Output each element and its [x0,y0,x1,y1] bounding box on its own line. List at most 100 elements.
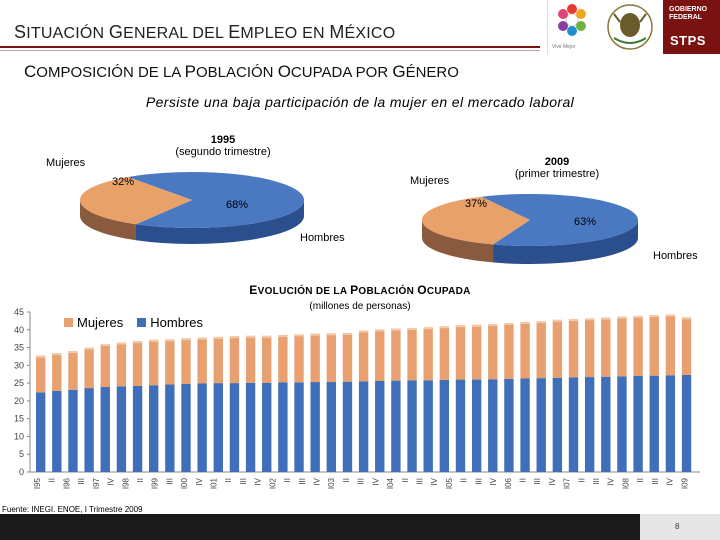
bar-hombres [681,374,692,472]
x-tick-label: III [239,478,248,485]
bar-hombres [36,392,46,472]
bar-hombres [213,383,223,472]
bar-hombres [439,379,450,472]
bar-hombres [68,389,78,472]
bar-hombres [197,383,207,472]
bar-mujeres [342,332,353,382]
bar-hombres [455,379,466,472]
bar-mujeres [391,328,401,381]
pie-2009 [421,194,638,264]
title-part: ÉXICO [344,25,396,42]
bar-mujeres [36,355,46,393]
bar-hombres [100,387,110,472]
bar-mujeres [358,330,369,382]
x-tick-label: I02 [268,477,277,489]
y-tick-label: 20 [14,396,24,406]
mexico-seal-logo [600,0,660,54]
bar-hombres [229,383,240,472]
y-tick-label: 5 [19,449,24,459]
x-tick-label: I08 [621,477,630,489]
pie-1995-hombres-pct: 68% [226,199,249,211]
bar-mujeres [649,315,659,376]
x-tick-label: III [165,478,174,485]
x-tick-label: I06 [504,477,513,489]
page-number: 8 [675,522,680,531]
bar-mujeres [149,339,159,386]
bar-top-highlight [116,342,127,345]
bar-hombres [375,380,385,472]
bar-top-highlight [407,328,417,330]
bar-mujeres [536,321,546,379]
bar-mujeres [310,333,320,383]
bar-mujeres [504,323,514,379]
bar-hombres [552,377,563,472]
bar-mujeres [488,324,498,380]
bar-hombres [84,388,94,472]
bar-top-highlight [100,344,110,346]
title-part: S [14,22,27,42]
pie-1995-year: 1995 [210,134,236,146]
pie-1995-mujeres-side [80,200,136,241]
bar-top-highlight [584,318,595,321]
x-tick-label: II [283,478,292,482]
bar-mujeres [568,319,579,378]
legend-item-mujeres: Mujeres [64,315,123,330]
pie-1995-hombres-slice [128,172,304,229]
bar-top-highlight [52,353,62,356]
bar-mujeres [439,326,450,380]
pie-1995-hombres-label: Hombres [300,232,345,244]
bar-mujeres [681,317,692,375]
bar-mujeres [552,319,563,378]
pie-2009-year: 2009 [544,156,570,168]
bar-top-highlight [278,335,288,338]
bar-mujeres [262,335,272,383]
bar-hombres [665,375,676,472]
x-tick-label: IV [548,477,557,485]
bar-hombres [245,382,256,472]
pie-2009-period: (primer trimestre) [514,168,600,180]
x-tick-label: III [592,478,601,485]
bar-hombres [488,379,498,472]
flower-logo-icon [558,4,586,36]
bar-top-highlight [326,333,336,336]
x-tick-label: IV [430,477,439,485]
bar-top-highlight [68,351,78,354]
section-subtitle: COMPOSICIÓN DE LA POBLACIÓN OCUPADA POR … [24,62,459,82]
bar-mujeres [116,342,127,387]
y-tick-label: 35 [14,343,24,353]
bar-mujeres [165,339,175,385]
bar-top-highlight [617,316,627,319]
bar-top-highlight [310,333,320,336]
section-title-part: P [350,283,359,297]
bar-hombres [423,380,433,472]
bar-hombres [568,377,579,472]
bar-top-highlight [132,341,143,344]
pie-1995-heading: 1995 (segundo trimestre) [168,134,278,158]
bar-top-highlight [423,327,433,330]
bar-top-highlight [149,339,159,342]
bar-mujeres [181,338,191,384]
pie-2009-mujeres-slice [421,196,530,245]
bar-mujeres [407,328,417,381]
x-tick-label: III [533,478,542,485]
bar-top-highlight [84,347,94,350]
bar-hombres [294,382,304,472]
bar-hombres [584,377,595,472]
bar-hombres [633,376,643,472]
bar-mujeres [84,347,94,389]
bar-top-highlight [552,319,563,322]
bar-hombres [149,385,159,472]
title-part: ENERAL DEL [123,25,229,42]
x-tick-label: II [577,478,586,482]
title-part: G [108,22,124,42]
pie-2009-mujeres-label: Mujeres [410,175,450,187]
pie-2009-mujeres-side [422,220,494,263]
subtitle-part: P [184,62,196,81]
pie-2009-mujeres-pct: 37% [465,198,488,210]
x-tick-label: I03 [327,477,336,489]
section-title-part: CUPADA [426,286,471,297]
legend-item-hombres: Hombres [137,315,203,330]
pie-2009-hombres-pct: 63% [574,216,597,228]
bar-hombres [326,382,336,472]
x-tick-label: I04 [386,477,395,489]
